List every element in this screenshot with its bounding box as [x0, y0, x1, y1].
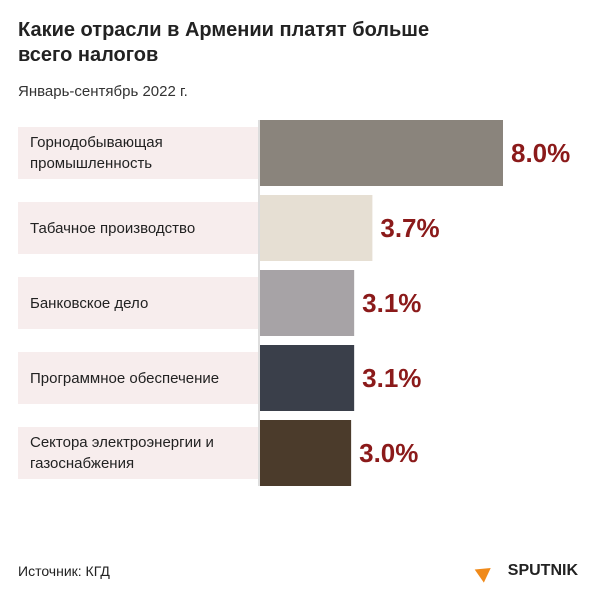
- category-label: Сектора электроэнергии и газоснабжения: [18, 427, 258, 479]
- chart-subtitle: Январь-сентябрь 2022 г.: [18, 83, 188, 100]
- value-label: 3.7%: [380, 213, 439, 243]
- bar: [260, 420, 352, 486]
- bar: [260, 345, 355, 411]
- category-label: Программное обеспечение: [18, 352, 258, 404]
- bar: [260, 120, 503, 186]
- category-label: Горнодобывающая промышленность: [18, 127, 258, 179]
- chart-title: Какие отрасли в Армении платят больше вс…: [18, 19, 430, 66]
- bar: [260, 270, 355, 336]
- value-label: 3.0%: [359, 438, 418, 468]
- source: Источник: КГД: [18, 563, 110, 579]
- logo: SPUTNIK: [507, 562, 578, 579]
- bar: [260, 195, 373, 261]
- category-label: Табачное производство: [18, 202, 258, 254]
- category-label: Банковское дело: [18, 277, 258, 329]
- value-label: 3.1%: [362, 288, 421, 318]
- value-label: 3.1%: [362, 363, 421, 393]
- value-label: 8.0%: [511, 138, 570, 168]
